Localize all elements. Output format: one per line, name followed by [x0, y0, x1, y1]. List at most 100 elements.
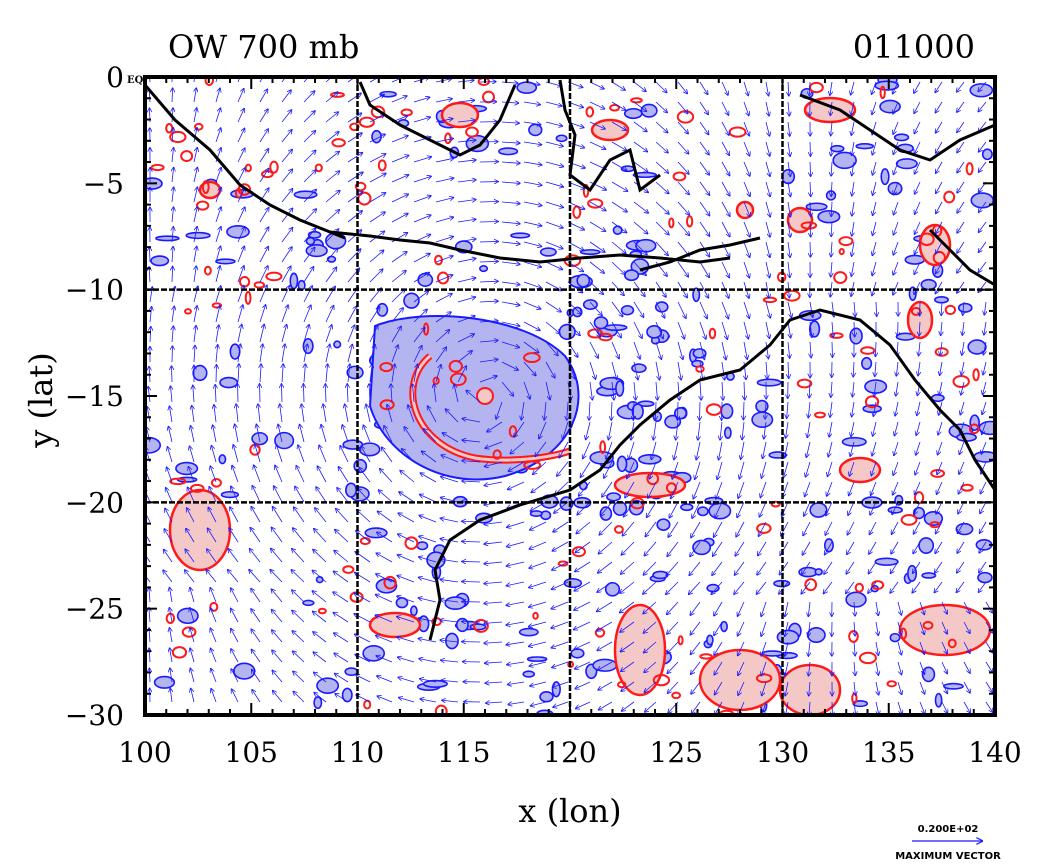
- wind-vector-171: [259, 285, 267, 303]
- wind-vector-93: [190, 648, 195, 663]
- wind-vector-116: [210, 466, 217, 483]
- wind-vector-389: [413, 176, 431, 183]
- wind-vector-527: [501, 381, 513, 396]
- wind-vector-548: [523, 161, 542, 165]
- negative-contour-146: [362, 645, 386, 662]
- wind-vector-86: [187, 508, 195, 523]
- wind-vector-156: [231, 629, 239, 643]
- x-tick-label: 130: [756, 736, 809, 769]
- negative-contour-126: [756, 378, 782, 387]
- wind-vector-285: [313, 652, 327, 663]
- x-tick-label: 135: [862, 736, 915, 769]
- wind-vector-87: [186, 529, 195, 543]
- wind-vector-579: [545, 141, 563, 146]
- wind-vector-220: [272, 630, 283, 643]
- wind-vector-276: [317, 466, 327, 483]
- wind-vector-391: [413, 215, 431, 223]
- negative-contour-230: [805, 202, 828, 212]
- wind-vector-448: [457, 80, 474, 82]
- wind-vector-632: [552, 561, 569, 570]
- wind-vector-143: [238, 364, 239, 383]
- positive-contour-82: [910, 306, 922, 316]
- wind-vector-128: [237, 77, 241, 83]
- positive-contour-25: [833, 271, 848, 285]
- wind-vector-201: [281, 247, 292, 263]
- positive-contour-29: [482, 90, 495, 104]
- wind-vector-9: [149, 247, 150, 263]
- wind-vector-99: [215, 128, 221, 143]
- positive-contour-45: [383, 575, 397, 590]
- wind-vector-358: [391, 194, 408, 203]
- wind-vector-104: [215, 227, 221, 243]
- wind-vector-475: [440, 620, 459, 622]
- wind-vector-259: [325, 132, 339, 143]
- wind-vector-175: [260, 364, 261, 383]
- negative-contour-44: [692, 287, 701, 303]
- wind-vector-412: [397, 637, 415, 643]
- wind-vector-629: [554, 501, 569, 513]
- wind-vector-630: [553, 521, 569, 532]
- wind-vector-47: [171, 366, 172, 383]
- x-tick-label: 125: [650, 736, 703, 769]
- negative-contour-236: [817, 209, 841, 224]
- negative-contour-56: [403, 292, 420, 309]
- wind-vector-456: [457, 239, 476, 243]
- wind-vector-477: [441, 660, 459, 662]
- positive-contour-152: [169, 130, 187, 144]
- wind-vector-494: [479, 359, 498, 363]
- wind-vector-380: [376, 636, 393, 643]
- wind-vector-444: [418, 638, 437, 643]
- wind-vector-521: [501, 262, 520, 264]
- wind-vector-70: [193, 187, 197, 203]
- wind-vector-478: [441, 680, 459, 682]
- wind-vector-463: [457, 366, 466, 383]
- wind-vector-157: [231, 649, 239, 663]
- negative-contour-222: [529, 510, 543, 518]
- positive-contour-49: [244, 290, 252, 305]
- wind-vector-165: [259, 169, 269, 183]
- wind-vector-575: [508, 702, 525, 705]
- wind-vector-422: [435, 198, 453, 203]
- positive-contour-117: [652, 673, 671, 687]
- wind-vector-415: [399, 697, 415, 703]
- wind-vector-423: [435, 217, 453, 223]
- negative-contour-228: [455, 617, 469, 633]
- wind-vector-653: [589, 341, 598, 358]
- wind-vector-499: [462, 461, 481, 462]
- wind-vector-338: [363, 425, 371, 443]
- y-tick-label: 0: [106, 61, 124, 94]
- negative-contour-151: [344, 667, 359, 676]
- wind-vector-228: [303, 150, 316, 163]
- wind-vector-305: [345, 404, 349, 423]
- wind-vector-411: [397, 617, 415, 623]
- wind-vector-241: [301, 404, 305, 423]
- wind-vector-200: [281, 228, 292, 243]
- positive-contour-140: [854, 582, 864, 593]
- wind-vector-558: [523, 361, 536, 376]
- wind-vector-431: [435, 365, 441, 383]
- wind-vector-400: [412, 384, 414, 403]
- wind-vector-300: [347, 306, 357, 323]
- negative-contour-169: [955, 522, 974, 536]
- wind-vector-584: [545, 241, 563, 249]
- positive-contour-129: [314, 163, 323, 173]
- wind-vector-620: [567, 321, 580, 335]
- wind-vector-262: [325, 191, 340, 203]
- wind-vector-594: [535, 441, 547, 456]
- wind-vector-409: [397, 576, 415, 583]
- wind-vector-101: [215, 168, 221, 183]
- wind-vector-179: [255, 445, 261, 463]
- positive-contour-99: [379, 399, 395, 411]
- negative-contour-39: [289, 272, 299, 290]
- wind-vector-112: [215, 385, 216, 403]
- wind-vector-162: [259, 109, 268, 123]
- wind-vector-429: [435, 330, 449, 343]
- wind-vector-452: [457, 160, 476, 162]
- wind-vector-430: [435, 347, 446, 363]
- positive-contour-92: [814, 411, 826, 419]
- wind-vector-258: [325, 112, 338, 123]
- wind-vector-266: [325, 267, 336, 283]
- wind-vector-40: [172, 227, 173, 243]
- negative-contour-229: [563, 578, 583, 589]
- wind-vector-204: [281, 305, 288, 323]
